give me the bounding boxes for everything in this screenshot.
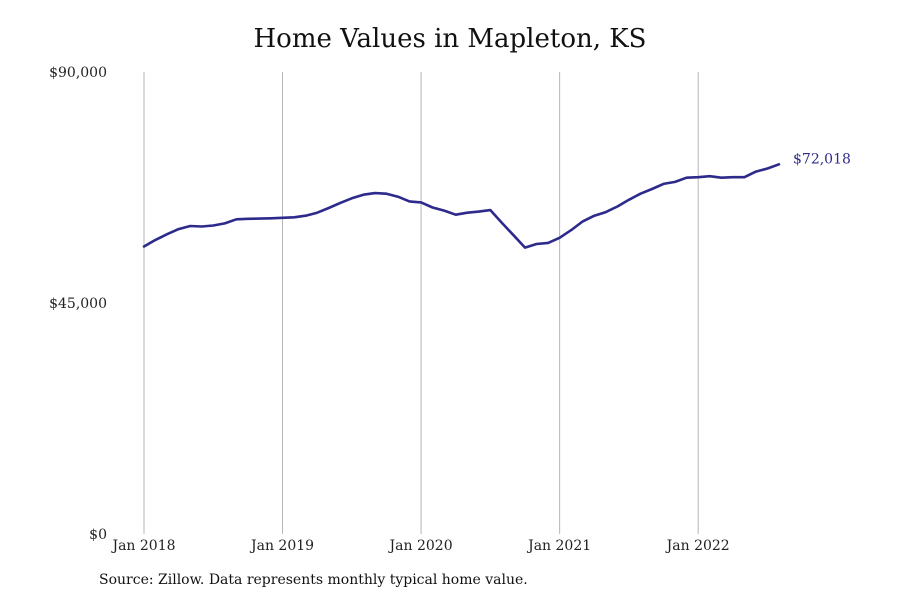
- y-axis-ticks: $0 $45,000 $90,000: [49, 65, 107, 543]
- series-line: [142, 163, 781, 249]
- x-tick-label: Jan 2021: [526, 538, 591, 554]
- y-tick-label: $90,000: [49, 65, 107, 81]
- data-labels: $72,018: [793, 151, 851, 167]
- x-tick-label: Jan 2019: [249, 538, 314, 554]
- gridlines: [143, 72, 699, 534]
- x-axis-ticks: Jan 2018 Jan 2019 Jan 2020 Jan 2021 Jan 2022: [110, 538, 729, 554]
- series-lines: [142, 163, 781, 249]
- chart-title: Home Values in Mapleton, KS: [253, 24, 647, 54]
- source-note: Source: Zillow. Data represents monthly …: [99, 572, 528, 588]
- x-tick-label: Jan 2018: [110, 538, 175, 554]
- x-tick-label: Jan 2022: [665, 538, 730, 554]
- x-tick-label: Jan 2020: [388, 538, 453, 554]
- y-tick-label: $0: [89, 527, 107, 543]
- y-tick-label: $45,000: [49, 296, 107, 312]
- end-value-label: $72,018: [793, 151, 851, 167]
